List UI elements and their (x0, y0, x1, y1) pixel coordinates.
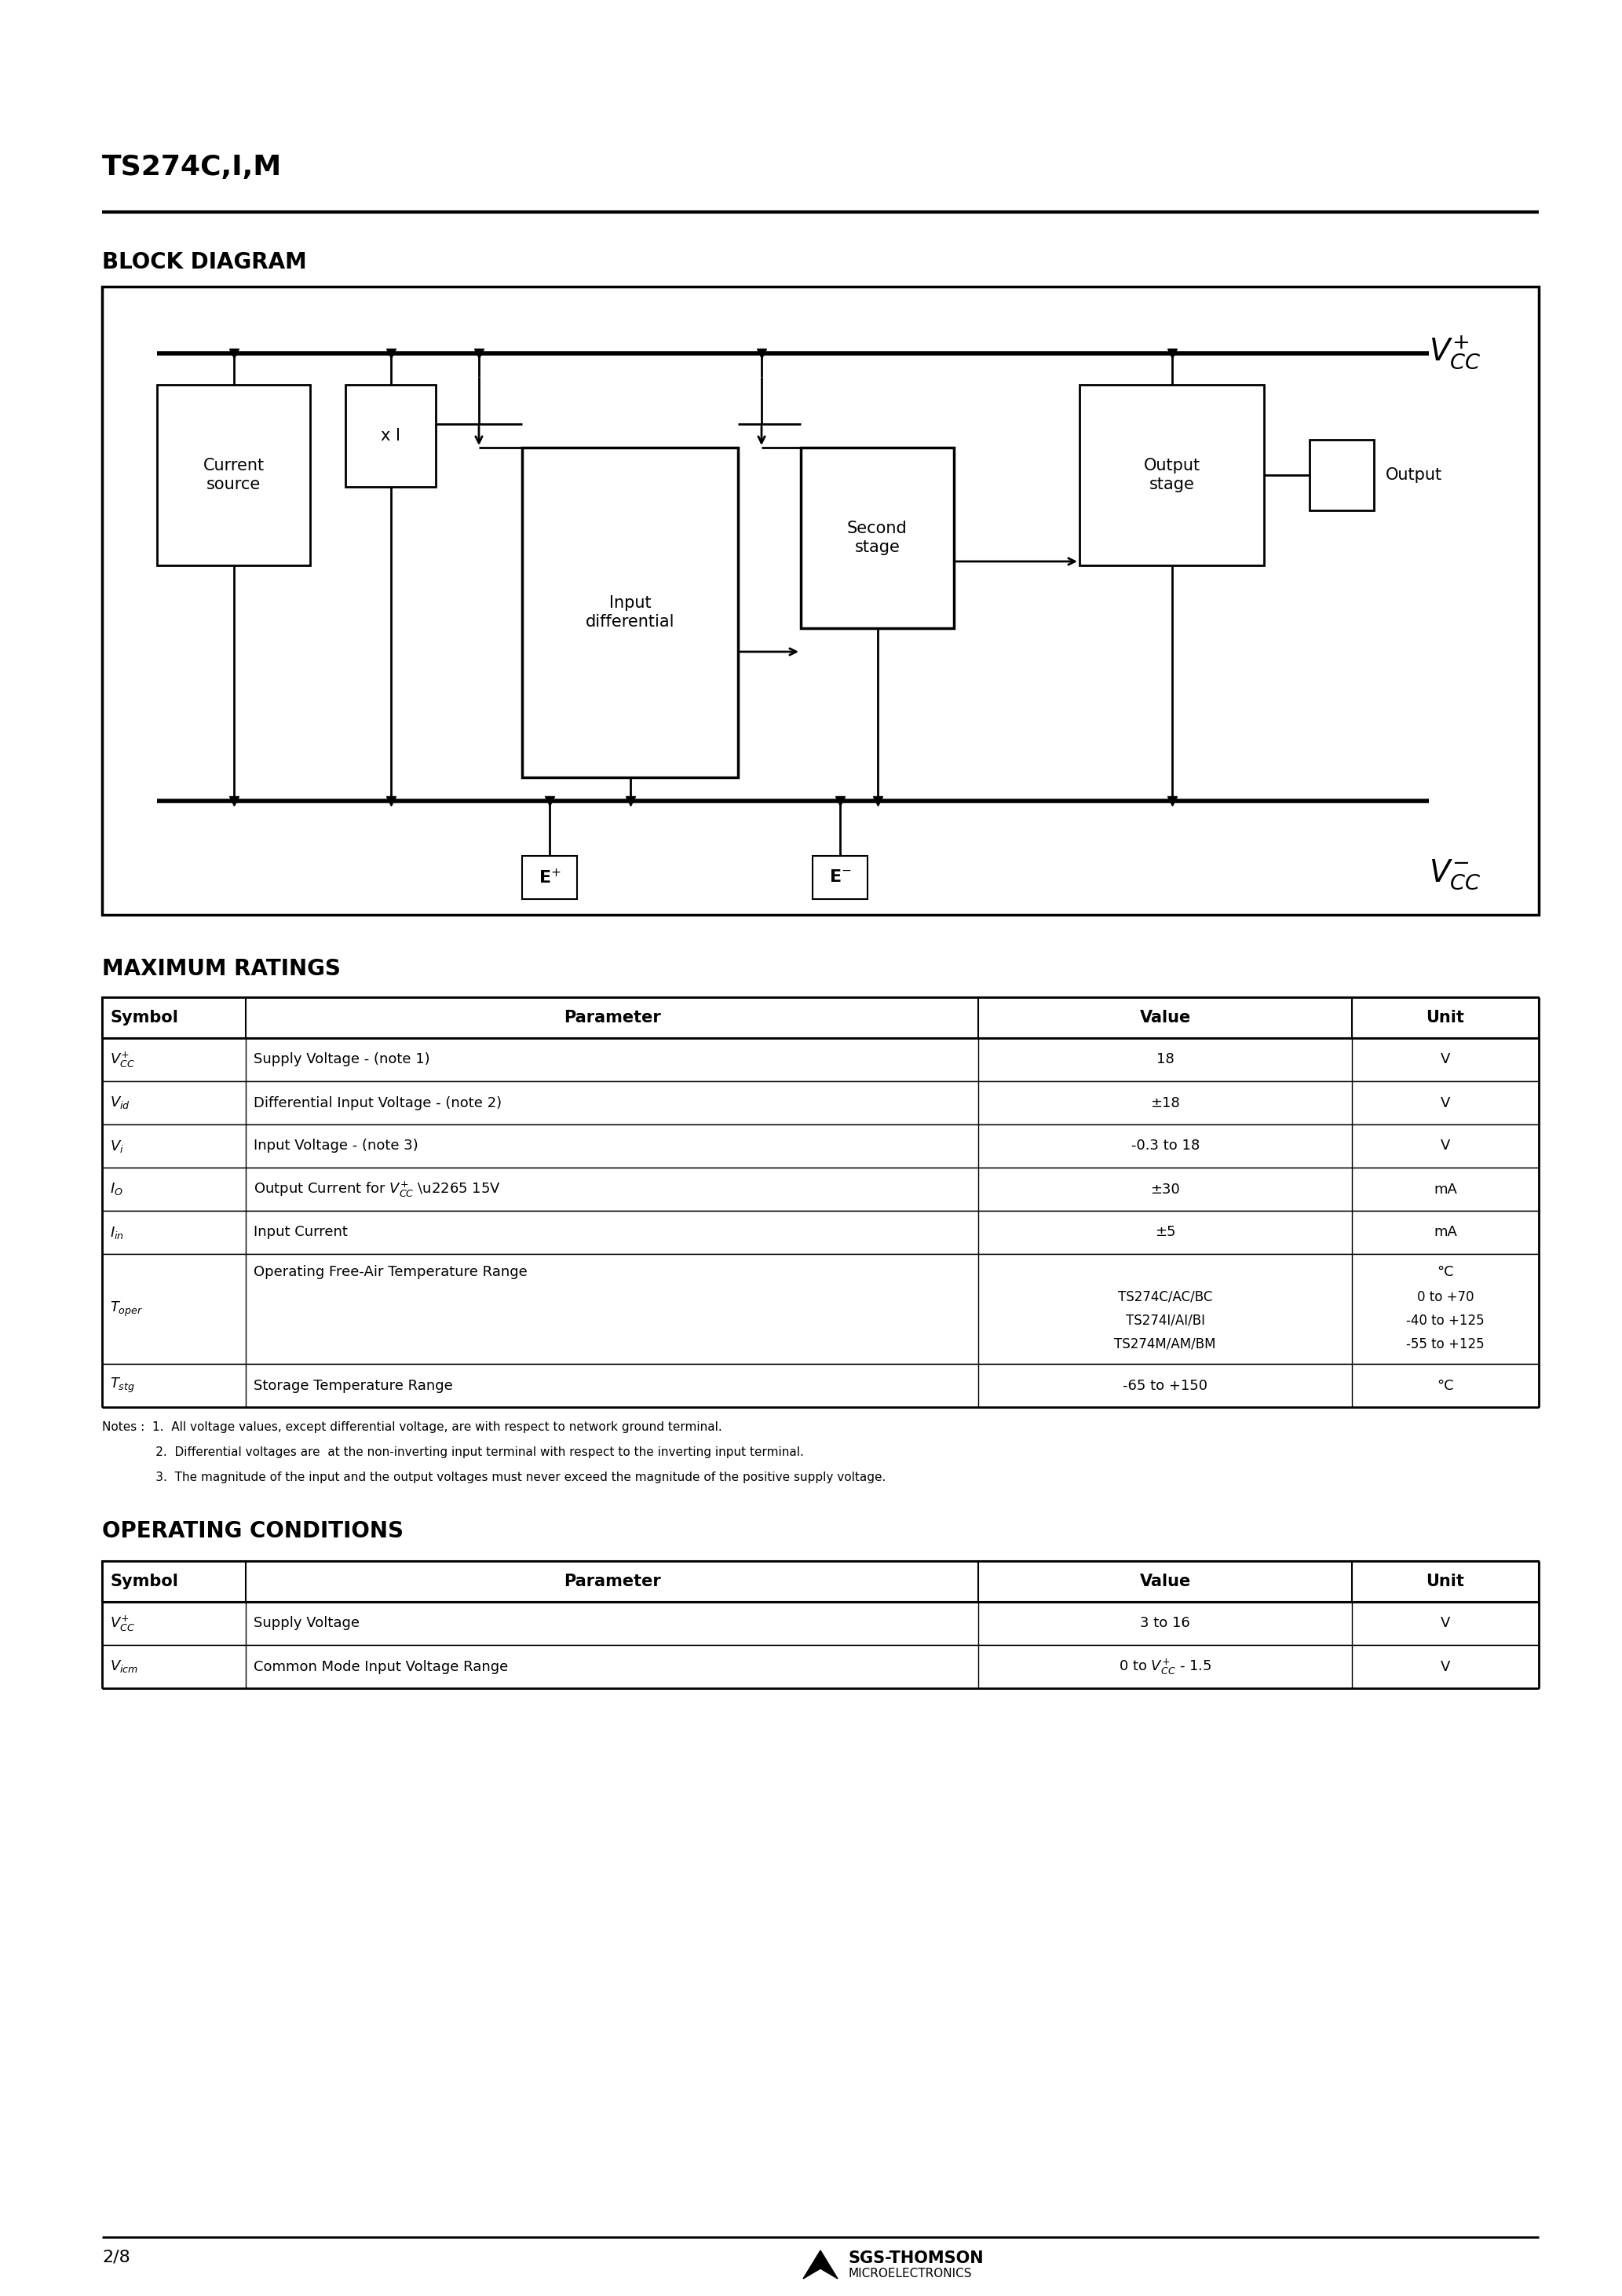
Text: Current
source: Current source (203, 459, 264, 491)
Text: V: V (1440, 1095, 1450, 1109)
Text: $T_{stg}$: $T_{stg}$ (110, 1375, 135, 1394)
Text: Unit: Unit (1426, 1010, 1465, 1026)
Text: 3.  The magnitude of the input and the output voltages must never exceed the mag: 3. The magnitude of the input and the ou… (102, 1472, 886, 1483)
Text: $I_{in}$: $I_{in}$ (110, 1224, 123, 1240)
Text: TS274C,I,M: TS274C,I,M (102, 154, 282, 181)
Text: Input Voltage - (note 3): Input Voltage - (note 3) (253, 1139, 418, 1153)
Text: TS274M/AM/BM: TS274M/AM/BM (1114, 1336, 1216, 1352)
Bar (102, 1364, 1539, 1407)
Bar (345, 386, 436, 487)
Text: $V_{icm}$: $V_{icm}$ (110, 1658, 138, 1674)
Text: $I_{O}$: $I_{O}$ (110, 1182, 123, 1196)
Bar (102, 1169, 1539, 1210)
Text: Value: Value (1140, 1573, 1191, 1589)
Text: $V_{CC}^{+}$: $V_{CC}^{+}$ (110, 1049, 135, 1070)
Text: Unit: Unit (1426, 1573, 1465, 1589)
Bar (102, 1561, 1539, 1603)
Text: -65 to +150: -65 to +150 (1122, 1378, 1208, 1394)
Text: Input
differential: Input differential (586, 595, 675, 629)
Text: Notes :  1.  All voltage values, except differential voltage, are with respect t: Notes : 1. All voltage values, except di… (102, 1421, 722, 1433)
Text: 0 to +70: 0 to +70 (1418, 1290, 1474, 1304)
Text: Parameter: Parameter (563, 1010, 660, 1026)
Text: 0 to $V_{CC}^{+}$ - 1.5: 0 to $V_{CC}^{+}$ - 1.5 (1119, 1658, 1212, 1676)
Text: -40 to +125: -40 to +125 (1406, 1313, 1484, 1327)
Text: TS274C/AC/BC: TS274C/AC/BC (1118, 1290, 1213, 1304)
Polygon shape (803, 2250, 837, 2278)
Bar (102, 1081, 1539, 1125)
Text: Value: Value (1140, 1010, 1191, 1026)
Text: SGS-THOMSON: SGS-THOMSON (848, 2250, 983, 2266)
Text: -0.3 to 18: -0.3 to 18 (1131, 1139, 1200, 1153)
Text: mA: mA (1434, 1182, 1457, 1196)
Text: x I: x I (381, 427, 401, 443)
Text: Symbol: Symbol (110, 1010, 178, 1026)
Text: E$^{-}$: E$^{-}$ (829, 870, 852, 884)
Text: Output: Output (1385, 466, 1442, 482)
Text: Storage Temperature Range: Storage Temperature Range (253, 1378, 453, 1394)
Text: Symbol: Symbol (110, 1573, 178, 1589)
Text: OPERATING CONDITIONS: OPERATING CONDITIONS (102, 1520, 404, 1543)
Text: Second
stage: Second stage (847, 521, 907, 556)
Text: 2/8: 2/8 (102, 2248, 130, 2264)
Text: Supply Voltage: Supply Voltage (253, 1616, 360, 1630)
Text: ±5: ±5 (1155, 1226, 1176, 1240)
Bar (522, 448, 738, 778)
Text: V: V (1440, 1616, 1450, 1630)
Text: 3 to 16: 3 to 16 (1140, 1616, 1191, 1630)
Bar (813, 856, 868, 900)
Text: TS274I/AI/BI: TS274I/AI/BI (1126, 1313, 1205, 1327)
Bar (1080, 386, 1264, 565)
Bar (102, 1125, 1539, 1169)
Text: Common Mode Input Voltage Range: Common Mode Input Voltage Range (253, 1660, 508, 1674)
Bar (102, 1254, 1539, 1364)
Bar (102, 1038, 1539, 1081)
Bar (102, 287, 1539, 914)
Text: °C: °C (1437, 1378, 1453, 1394)
Text: Differential Input Voltage - (note 2): Differential Input Voltage - (note 2) (253, 1095, 501, 1109)
Text: Output
stage: Output stage (1144, 459, 1200, 491)
Bar (102, 996, 1539, 1038)
Bar (522, 856, 577, 900)
Text: $V_{i}$: $V_{i}$ (110, 1139, 123, 1155)
Text: E$^{+}$: E$^{+}$ (539, 868, 561, 886)
Bar (157, 386, 310, 565)
Text: $V_{id}$: $V_{id}$ (110, 1095, 130, 1111)
Text: V: V (1440, 1660, 1450, 1674)
Text: -55 to +125: -55 to +125 (1406, 1336, 1484, 1352)
Text: mA: mA (1434, 1226, 1457, 1240)
Text: Input Current: Input Current (253, 1226, 347, 1240)
Text: V: V (1440, 1139, 1450, 1153)
Text: $V_{CC}^{+}$: $V_{CC}^{+}$ (110, 1614, 135, 1632)
Text: Output Current for $V_{CC}^{+}$ \u2265 15V: Output Current for $V_{CC}^{+}$ \u2265 1… (253, 1180, 501, 1199)
Text: 2.  Differential voltages are  at the non-inverting input terminal with respect : 2. Differential voltages are at the non-… (102, 1446, 805, 1458)
Text: $\mathit{V}_{CC}^{-}$: $\mathit{V}_{CC}^{-}$ (1429, 859, 1481, 891)
Bar (102, 1603, 1539, 1644)
Bar (1309, 441, 1374, 510)
Text: BLOCK DIAGRAM: BLOCK DIAGRAM (102, 250, 307, 273)
Text: 18: 18 (1156, 1052, 1174, 1068)
Text: ±30: ±30 (1150, 1182, 1181, 1196)
Text: V: V (1440, 1052, 1450, 1068)
Text: MICROELECTRONICS: MICROELECTRONICS (848, 2268, 972, 2280)
Text: $T_{oper}$: $T_{oper}$ (110, 1300, 143, 1318)
Text: Operating Free-Air Temperature Range: Operating Free-Air Temperature Range (253, 1265, 527, 1279)
Text: Supply Voltage - (note 1): Supply Voltage - (note 1) (253, 1052, 430, 1068)
Text: ±18: ±18 (1150, 1095, 1181, 1109)
Text: $\mathit{V}_{CC}^{+}$: $\mathit{V}_{CC}^{+}$ (1429, 333, 1481, 370)
Text: MAXIMUM RATINGS: MAXIMUM RATINGS (102, 957, 341, 980)
Text: °C: °C (1437, 1265, 1453, 1279)
Bar (801, 448, 954, 629)
Bar (102, 1644, 1539, 1688)
Bar (102, 1210, 1539, 1254)
Text: Parameter: Parameter (563, 1573, 660, 1589)
